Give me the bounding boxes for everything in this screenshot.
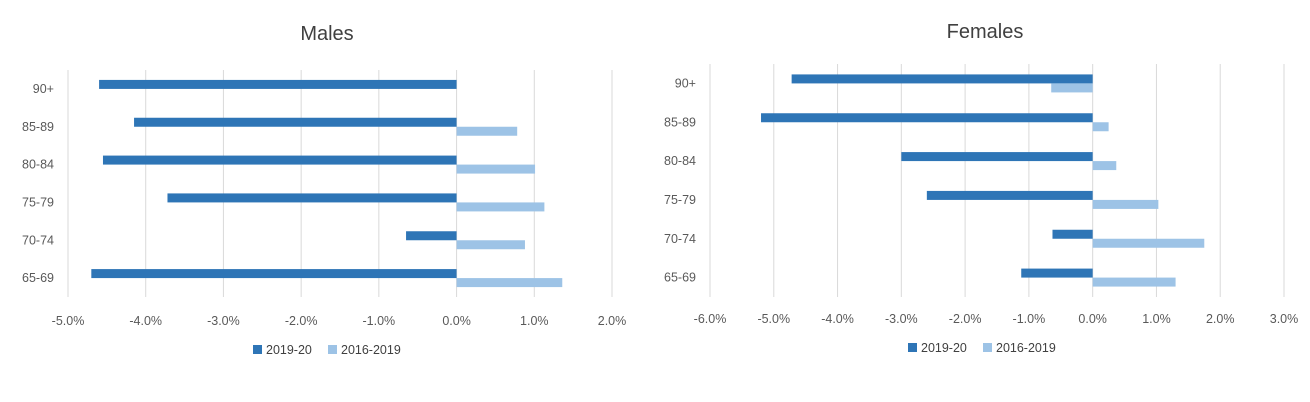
bar-series-1 — [167, 193, 457, 203]
legend-label: 2016-2019 — [996, 341, 1056, 355]
bar-series-2 — [456, 278, 563, 288]
legend-swatch — [328, 345, 337, 354]
bar-series-2 — [456, 240, 525, 250]
bar-series-1 — [1052, 229, 1093, 239]
category-label: 90+ — [33, 82, 54, 96]
bar-series-2 — [1051, 83, 1093, 93]
bar-series-2 — [456, 164, 536, 174]
category-label: 85-89 — [664, 115, 696, 129]
category-label: 70-74 — [22, 233, 54, 247]
x-tick-label: 2.0% — [598, 314, 627, 328]
chart-title: Males — [300, 23, 353, 45]
bar-series-2 — [1092, 238, 1205, 248]
bar-series-1 — [1021, 268, 1093, 278]
x-tick-label: -5.0% — [757, 312, 790, 326]
chart-1: Males -5.0% -4.0% -3.0% -2.0% -1.0% 0.0% 1.0% 2.… — [22, 23, 626, 357]
chart-title: Females — [947, 21, 1024, 43]
x-tick-label: -4.0% — [821, 312, 854, 326]
legend-swatch — [983, 343, 992, 352]
bar-series-1 — [901, 152, 1093, 162]
bar-series-2 — [1092, 122, 1109, 132]
x-tick-label: -5.0% — [52, 314, 85, 328]
x-tick-label: -6.0% — [694, 312, 727, 326]
legend-label: 2019-20 — [266, 343, 312, 357]
x-tick-label: 3.0% — [1270, 312, 1299, 326]
bar-series-1 — [406, 231, 457, 241]
bar-series-1 — [102, 155, 457, 165]
category-label: 80-84 — [22, 158, 54, 172]
x-tick-label: -2.0% — [285, 314, 318, 328]
x-tick-label: -1.0% — [363, 314, 396, 328]
category-label: 85-89 — [22, 120, 54, 134]
x-tick-label: -4.0% — [129, 314, 162, 328]
bar-series-2 — [456, 126, 518, 136]
bar-series-2 — [1092, 277, 1176, 287]
x-tick-label: 1.0% — [1142, 312, 1171, 326]
category-label: 75-79 — [22, 195, 54, 209]
bar-series-2 — [1092, 161, 1117, 171]
bar-series-1 — [791, 74, 1093, 84]
x-tick-label: 1.0% — [520, 314, 549, 328]
category-label: 75-79 — [664, 193, 696, 207]
x-tick-label: -3.0% — [207, 314, 240, 328]
x-tick-label: -2.0% — [949, 312, 982, 326]
bar-series-1 — [761, 113, 1093, 123]
bar-series-1 — [134, 117, 457, 127]
x-tick-label: 0.0% — [442, 314, 471, 328]
legend-swatch — [253, 345, 262, 354]
bar-series-2 — [1092, 199, 1159, 209]
x-tick-label: 2.0% — [1206, 312, 1235, 326]
legend-swatch — [908, 343, 917, 352]
category-label: 90+ — [675, 76, 696, 90]
chart-2: Females -6.0% -5.0% -4.0% -3.0% -2.0% -1.0% 0.0… — [664, 21, 1298, 355]
x-tick-label: 0.0% — [1078, 312, 1107, 326]
bar-series-1 — [926, 190, 1093, 200]
bar-series-2 — [456, 202, 545, 212]
bar-series-1 — [91, 269, 457, 279]
category-label: 80-84 — [664, 154, 696, 168]
category-label: 65-69 — [22, 271, 54, 285]
x-tick-label: -3.0% — [885, 312, 918, 326]
legend-label: 2016-2019 — [341, 343, 401, 357]
category-label: 70-74 — [664, 232, 696, 246]
bar-series-1 — [99, 79, 457, 89]
category-label: 65-69 — [664, 271, 696, 285]
legend-label: 2019-20 — [921, 341, 967, 355]
x-tick-label: -1.0% — [1013, 312, 1046, 326]
